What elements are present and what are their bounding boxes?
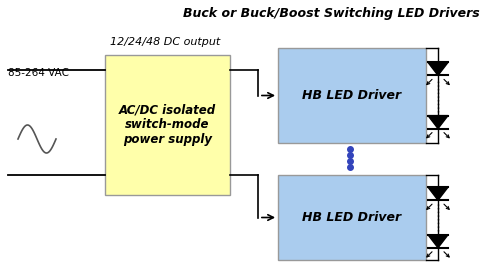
Bar [278, 48, 426, 143]
Text: 12/24/48 DC output: 12/24/48 DC output [110, 37, 220, 47]
Bar [278, 175, 426, 260]
Polygon shape [428, 187, 448, 200]
Polygon shape [428, 235, 448, 248]
Text: AC/DC isolated
switch-mode
power supply: AC/DC isolated switch-mode power supply [119, 103, 216, 147]
Text: HB LED Driver: HB LED Driver [302, 211, 402, 224]
Polygon shape [428, 116, 448, 129]
Text: HB LED Driver: HB LED Driver [302, 89, 402, 102]
Bar [105, 55, 230, 195]
Polygon shape [428, 62, 448, 75]
Text: 85-264 VAC: 85-264 VAC [8, 68, 69, 78]
Text: Buck or Buck/Boost Switching LED Drivers: Buck or Buck/Boost Switching LED Drivers [183, 7, 480, 20]
